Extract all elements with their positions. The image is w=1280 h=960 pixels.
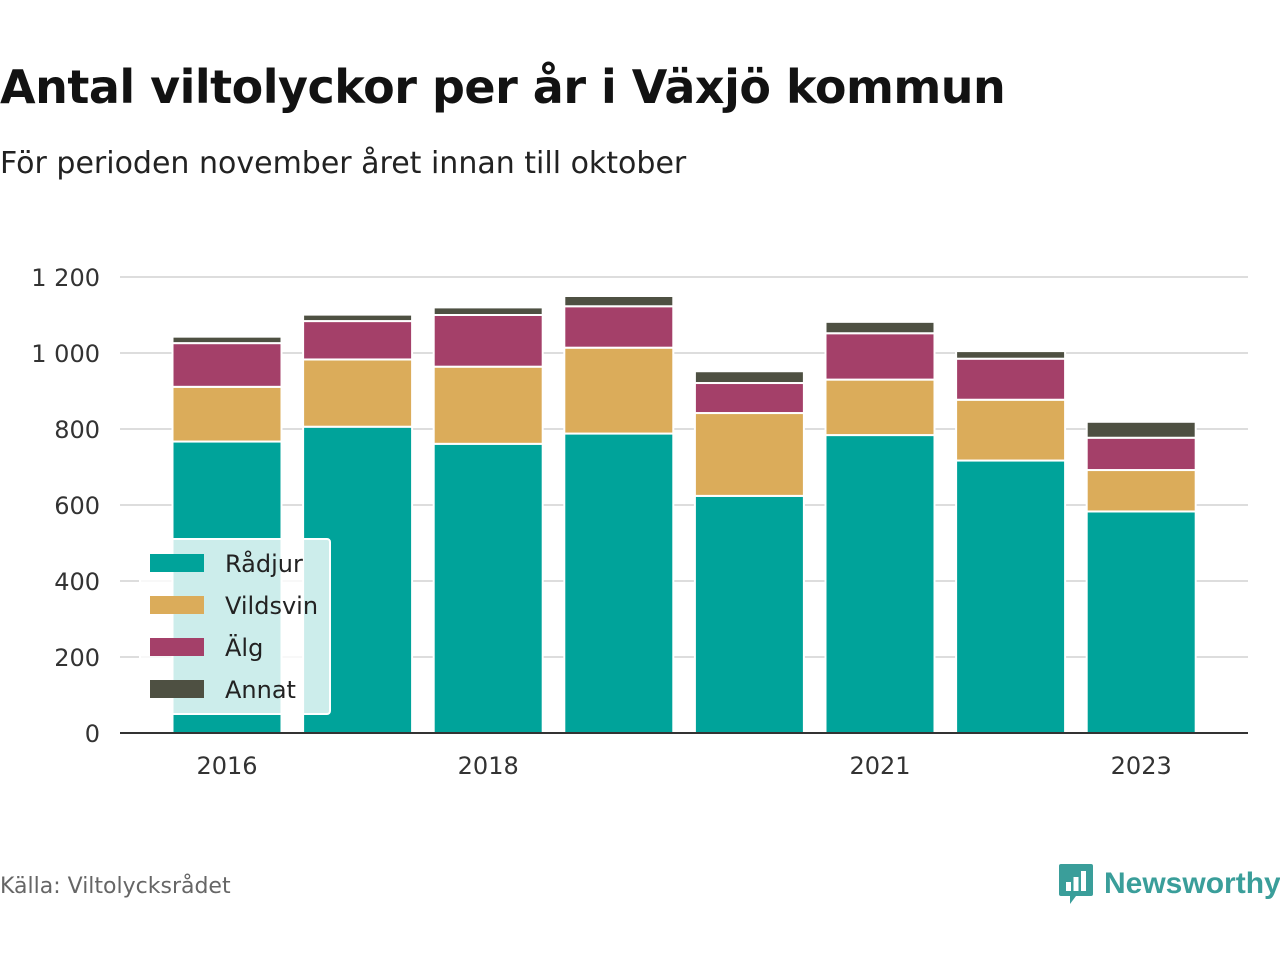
- bar-segment-älg-2021: [824, 332, 936, 381]
- y-tick-label: 0: [85, 720, 100, 748]
- newsworthy-logo-icon: [1059, 864, 1093, 904]
- legend-swatch-älg: [150, 638, 204, 656]
- bar-segment-annat-2017: [302, 313, 414, 323]
- bar-segment-vildsvin-2020: [693, 412, 805, 497]
- legend-swatch-rådjur: [150, 554, 204, 572]
- bar-segment-vildsvin-2021: [824, 378, 936, 437]
- bar-segment-annat-2022: [955, 350, 1067, 360]
- chart-title: Antal viltolyckor per år i Växjö kommun: [0, 60, 1006, 114]
- bar-segment-vildsvin-2019: [563, 346, 675, 435]
- bar-segment-rådjur-2021: [824, 434, 936, 734]
- bar-segment-rådjur-2022: [955, 459, 1067, 734]
- bar-segment-annat-2023: [1085, 420, 1197, 439]
- bar-segment-rådjur-2018: [432, 442, 544, 734]
- bar-segment-älg-2023: [1085, 436, 1197, 472]
- bar-segment-rådjur-2019: [563, 432, 675, 734]
- brand-name: Newsworthy: [1104, 867, 1280, 900]
- bar-segment-vildsvin-2016: [171, 385, 283, 443]
- legend-label: Rådjur: [225, 549, 303, 578]
- legend-swatch-annat: [150, 680, 204, 698]
- bar-segment-älg-2022: [955, 357, 1067, 401]
- bar-segment-älg-2019: [563, 305, 675, 349]
- bar-segment-älg-2017: [302, 320, 414, 361]
- x-tick-label: 2021: [849, 752, 910, 780]
- source-text: Källa: Viltolycksrådet: [0, 874, 231, 899]
- bar-segment-annat-2016: [171, 335, 283, 345]
- x-tick-label: 2023: [1111, 752, 1172, 780]
- bar-segment-älg-2018: [432, 314, 544, 368]
- bar-segment-vildsvin-2018: [432, 365, 544, 445]
- legend-label: Älg: [225, 633, 263, 662]
- x-tick-label: 2016: [196, 752, 257, 780]
- legend-swatch-vildsvin: [150, 596, 204, 614]
- bar-segment-rådjur-2023: [1085, 510, 1197, 734]
- bar-segment-rådjur-2020: [693, 494, 805, 734]
- y-tick-label: 200: [54, 644, 100, 672]
- y-tick-label: 1 000: [31, 340, 100, 368]
- legend-label: Annat: [225, 676, 296, 704]
- bar-segment-vildsvin-2022: [955, 398, 1067, 462]
- y-tick-label: 400: [54, 568, 100, 596]
- legend-box: [139, 538, 331, 715]
- y-tick-label: 1 200: [31, 264, 100, 292]
- brand-logo: Newsworthy: [1058, 862, 1280, 906]
- chart-subtitle: För perioden november året innan till ok…: [0, 146, 687, 181]
- bar-segment-vildsvin-2017: [302, 358, 414, 428]
- legend-label: Vildsvin: [225, 592, 318, 620]
- y-tick-label: 600: [54, 492, 100, 520]
- bar-segment-annat-2021: [824, 320, 936, 335]
- bar-segment-älg-2016: [171, 342, 283, 388]
- bar-segment-vildsvin-2023: [1085, 469, 1197, 513]
- bar-segment-annat-2018: [432, 306, 544, 316]
- y-tick-label: 800: [54, 416, 100, 444]
- bar-segment-annat-2019: [563, 295, 675, 308]
- bar-segment-annat-2020: [693, 370, 805, 385]
- x-tick-label: 2018: [458, 752, 519, 780]
- bar-segment-älg-2020: [693, 382, 805, 415]
